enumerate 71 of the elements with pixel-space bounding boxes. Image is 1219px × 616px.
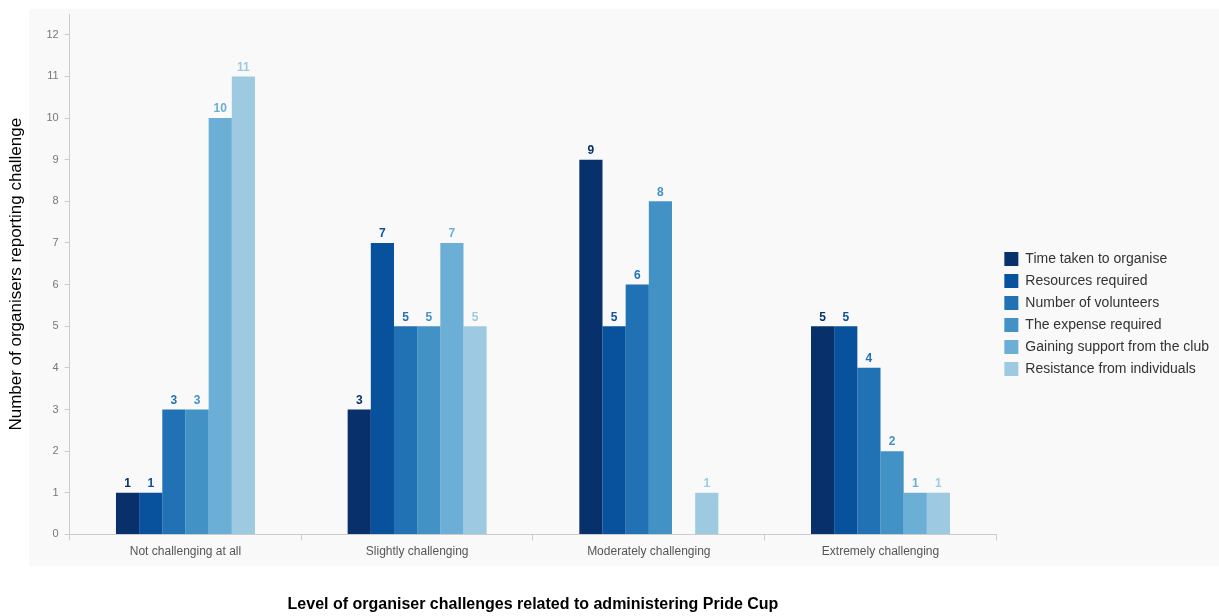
- bar: [579, 159, 603, 534]
- y-tick-label: 8: [52, 194, 59, 207]
- y-tick-label: 0: [52, 527, 59, 540]
- y-tick-label: 5: [52, 319, 59, 332]
- x-axis-title: Level of organiser challenges related to administering Pride Cup: [287, 594, 779, 612]
- x-tick-label: Slightly challenging: [365, 543, 469, 558]
- data-label: 3: [193, 392, 201, 407]
- data-label: 1: [147, 476, 155, 491]
- bar: [811, 326, 835, 534]
- data-label: 7: [448, 226, 456, 241]
- bar: [115, 492, 140, 534]
- legend-label: Time taken to organise: [1025, 249, 1168, 266]
- bar: [926, 492, 951, 534]
- data-label: 10: [213, 101, 228, 116]
- bar: [347, 409, 371, 534]
- y-tick-label: 7: [52, 236, 59, 249]
- bar: [463, 326, 487, 534]
- legend-label: Number of volunteers: [1025, 293, 1160, 310]
- data-label: 1: [124, 476, 132, 491]
- data-label: 3: [355, 392, 363, 407]
- y-tick-label: 9: [52, 152, 59, 165]
- bar: [139, 492, 163, 534]
- bar: [695, 492, 719, 534]
- bar: [185, 409, 209, 534]
- x-tick-label: Moderately challenging: [587, 543, 711, 558]
- legend-label: The expense required: [1025, 315, 1162, 332]
- bar: [162, 409, 186, 534]
- data-label: 7: [379, 226, 387, 241]
- legend-label: Gaining support from the club: [1025, 337, 1210, 354]
- data-label: 2: [888, 434, 896, 449]
- data-label: 6: [633, 267, 641, 282]
- data-label: 1: [703, 476, 711, 491]
- data-label: 5: [610, 309, 618, 324]
- y-tick-label: 4: [52, 360, 59, 373]
- y-tick-label: 1: [52, 485, 59, 498]
- x-tick-label: Not challenging at all: [129, 543, 242, 558]
- legend-label: Resources required: [1025, 271, 1148, 288]
- data-label: 5: [402, 309, 410, 324]
- bar: [393, 326, 418, 534]
- bar: [834, 326, 858, 534]
- data-label: 4: [865, 351, 873, 366]
- legend-label: Resistance from individuals: [1025, 359, 1196, 376]
- bar: [648, 201, 672, 534]
- data-label: 9: [587, 143, 595, 158]
- data-label: 5: [842, 309, 850, 324]
- y-tick-label: 3: [52, 402, 59, 415]
- bar: [880, 451, 904, 534]
- bar: [440, 242, 464, 534]
- data-label: 5: [819, 309, 827, 324]
- y-tick-label: 6: [52, 277, 59, 290]
- bar: [903, 492, 927, 534]
- data-label: 3: [170, 392, 178, 407]
- y-tick-label: 11: [47, 69, 59, 82]
- bar: [625, 284, 649, 534]
- data-label: 5: [425, 309, 433, 324]
- bar: [602, 326, 626, 534]
- data-label: 11: [237, 59, 251, 74]
- data-label: 1: [935, 476, 943, 491]
- bar: [857, 367, 881, 534]
- bar: [417, 326, 441, 534]
- y-tick-label: 10: [46, 111, 59, 124]
- data-label: 1: [911, 476, 919, 491]
- bar: [231, 76, 255, 534]
- y-axis-title: Number of organisers reporting challenge: [5, 117, 25, 431]
- x-tick-label: Extremely challenging: [821, 543, 940, 558]
- bar: [208, 118, 232, 534]
- data-label: 8: [657, 184, 665, 199]
- y-tick-label: 2: [52, 444, 59, 457]
- data-label: 5: [471, 309, 479, 324]
- bar: [370, 242, 394, 534]
- y-tick-label: 12: [46, 27, 59, 40]
